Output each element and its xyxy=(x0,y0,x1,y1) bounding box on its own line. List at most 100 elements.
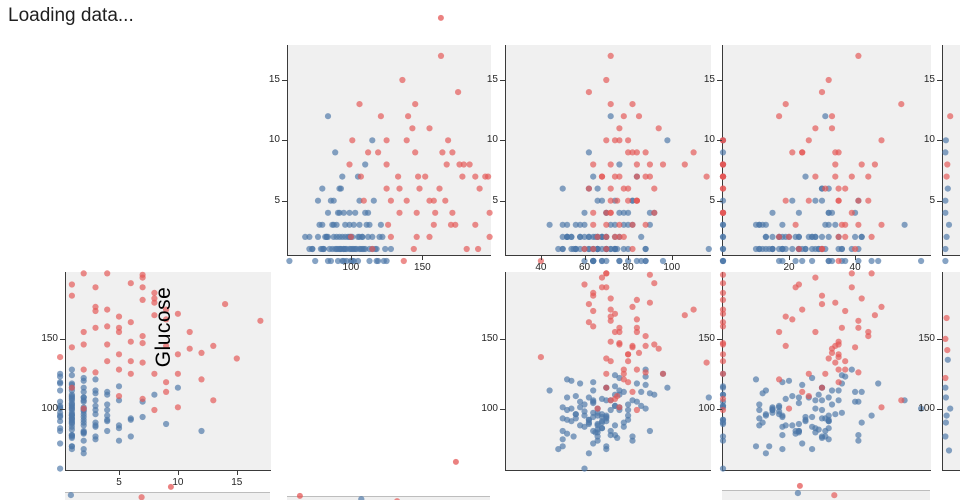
data-point xyxy=(382,245,389,253)
data-point xyxy=(812,274,819,281)
data-point xyxy=(590,379,597,386)
data-point xyxy=(346,161,353,168)
data-point xyxy=(139,296,146,303)
data-point xyxy=(789,149,796,156)
data-point xyxy=(752,376,760,383)
data-point xyxy=(80,341,87,348)
data-point xyxy=(719,296,727,303)
data-point xyxy=(865,197,872,204)
y-axis-tick-label: 5 xyxy=(709,194,715,206)
data-point xyxy=(809,446,816,453)
data-point xyxy=(943,314,950,322)
data-point xyxy=(559,404,566,411)
scatter-points-layer xyxy=(719,52,925,265)
data-point xyxy=(104,401,111,408)
data-point xyxy=(825,76,832,84)
data-point xyxy=(611,221,619,228)
data-point xyxy=(139,333,146,340)
data-point xyxy=(868,270,875,277)
data-point xyxy=(151,370,158,377)
data-point xyxy=(376,233,383,240)
data-point xyxy=(590,307,597,315)
data-point xyxy=(776,257,783,265)
x-axis-tick xyxy=(628,255,630,260)
data-point xyxy=(855,257,862,265)
x-axis-tick xyxy=(789,255,790,260)
data-point xyxy=(151,312,158,319)
y-axis-tick-label: 15 xyxy=(703,74,715,85)
data-point xyxy=(942,335,949,342)
scatter-points-layer xyxy=(719,270,925,472)
data-point xyxy=(805,137,812,144)
data-point xyxy=(719,197,727,204)
data-point xyxy=(942,257,949,265)
data-point xyxy=(163,379,170,386)
data-point xyxy=(412,149,419,156)
data-point xyxy=(616,173,623,180)
data-point xyxy=(638,233,645,240)
data-point xyxy=(377,221,384,228)
data-point xyxy=(703,359,710,366)
data-point xyxy=(945,221,953,228)
data-point xyxy=(625,401,632,408)
data-point xyxy=(350,257,357,265)
data-point xyxy=(633,197,640,204)
data-point xyxy=(163,306,170,313)
data-point xyxy=(395,173,402,180)
data-point xyxy=(799,388,806,395)
data-point xyxy=(68,281,75,288)
data-point xyxy=(607,338,614,345)
data-point xyxy=(104,270,111,277)
data-point xyxy=(805,393,812,400)
data-point xyxy=(559,221,566,228)
data-point xyxy=(942,245,949,253)
data-point xyxy=(80,366,87,373)
x-axis-tick-label: 20 xyxy=(783,262,795,273)
data-point xyxy=(369,137,376,144)
data-point xyxy=(646,161,653,168)
data-point xyxy=(828,349,836,356)
x-axis-tick-label: 5 xyxy=(116,477,122,488)
data-point xyxy=(719,280,727,287)
data-point xyxy=(789,245,796,253)
data-point xyxy=(785,377,793,384)
data-point xyxy=(396,209,403,216)
data-point xyxy=(611,328,619,336)
y-axis-tick-label: 100 xyxy=(698,402,715,414)
data-point xyxy=(835,351,842,358)
data-point xyxy=(633,406,640,414)
data-point xyxy=(104,306,111,313)
data-point xyxy=(334,209,342,216)
data-point xyxy=(585,149,592,156)
data-point xyxy=(620,185,627,192)
data-point xyxy=(812,173,819,180)
data-point xyxy=(564,221,571,228)
data-point xyxy=(115,393,123,400)
data-point xyxy=(947,405,954,412)
data-point xyxy=(564,376,571,383)
data-point xyxy=(945,447,953,454)
data-point xyxy=(776,376,783,383)
data-point xyxy=(898,101,905,108)
data-point xyxy=(842,221,849,228)
data-point xyxy=(127,358,134,365)
data-point xyxy=(104,323,111,330)
data-point xyxy=(362,161,369,168)
data-point xyxy=(416,185,423,192)
data-point xyxy=(799,257,806,265)
data-point xyxy=(690,306,697,313)
y-axis-tick xyxy=(937,408,942,410)
data-point xyxy=(838,409,845,416)
data-point xyxy=(327,257,334,265)
data-point xyxy=(719,245,727,253)
data-point xyxy=(590,221,597,228)
data-point xyxy=(439,149,446,156)
data-point xyxy=(705,245,712,253)
data-point xyxy=(375,149,382,156)
data-point xyxy=(57,387,64,394)
x-axis-tick xyxy=(540,255,542,260)
data-point xyxy=(835,341,842,348)
data-point xyxy=(598,245,606,253)
data-point xyxy=(577,398,584,405)
data-point xyxy=(792,221,799,228)
